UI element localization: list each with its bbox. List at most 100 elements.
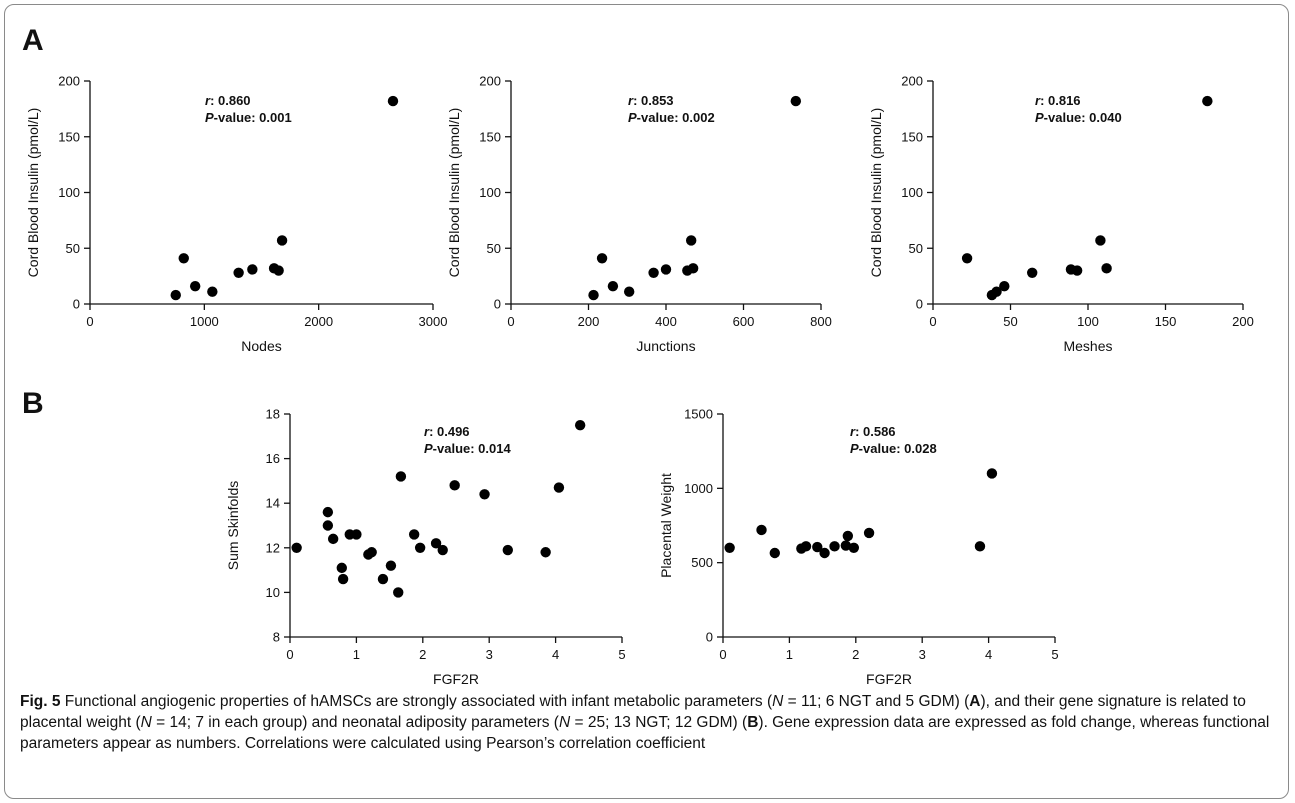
- data-point: [607, 280, 619, 292]
- y-tick-label: 50: [909, 241, 923, 256]
- data-point: [291, 542, 302, 553]
- data-point: [387, 95, 399, 107]
- data-point: [170, 289, 181, 301]
- y-tick-label: 100: [58, 185, 80, 200]
- panel-a-label: A: [22, 24, 44, 57]
- data-point: [408, 529, 420, 540]
- y-tick-label: 50: [487, 241, 501, 256]
- data-point: [385, 560, 397, 571]
- data-point: [648, 267, 659, 278]
- data-point: [247, 264, 258, 275]
- caption-text-1: Functional angiogenic properties of hAMS…: [60, 693, 773, 710]
- x-axis-label: FGF2R: [866, 671, 912, 687]
- data-point: [574, 419, 586, 431]
- data-point: [840, 540, 852, 551]
- y-tick-label: 500: [691, 555, 713, 570]
- data-point: [848, 542, 860, 553]
- x-tick-label: 200: [578, 314, 600, 329]
- caption-panel-a: A: [969, 693, 981, 710]
- caption-fig-label: Fig. 5: [20, 693, 61, 710]
- x-tick-label: 1: [786, 647, 793, 662]
- data-point: [178, 253, 189, 264]
- p-value: P-value: 0.028: [850, 441, 937, 456]
- data-point: [553, 482, 565, 493]
- x-tick-label: 3: [919, 647, 926, 662]
- data-point: [999, 280, 1010, 292]
- data-point: [449, 480, 460, 491]
- data-point: [790, 95, 802, 107]
- x-tick-label: 5: [1051, 647, 1058, 662]
- y-axis-label: Placental Weight: [658, 473, 674, 578]
- y-tick-label: 14: [266, 496, 280, 511]
- caption-panel-b: B: [747, 714, 759, 731]
- y-tick-label: 12: [266, 540, 280, 555]
- y-tick-label: 0: [73, 297, 80, 312]
- caption-text-3: ). Gene expression data are expressed as…: [20, 714, 1270, 752]
- data-point: [336, 562, 347, 574]
- data-point: [687, 263, 699, 274]
- x-tick-label: 0: [507, 314, 514, 329]
- data-point: [540, 547, 551, 558]
- x-tick-label: 150: [1155, 314, 1177, 329]
- caption-n1-var: N: [772, 693, 784, 710]
- correlation-r: r: 0.860: [205, 93, 251, 108]
- y-axis-label: Cord Blood Insulin (pmol/L): [446, 108, 462, 278]
- y-tick-label: 10: [266, 585, 280, 600]
- x-tick-label: 0: [719, 647, 726, 662]
- correlation-r: r: 0.496: [424, 424, 470, 439]
- data-point: [660, 264, 672, 275]
- caption-n2-var: N: [140, 714, 152, 731]
- data-point: [322, 506, 334, 518]
- y-tick-label: 50: [66, 241, 80, 256]
- x-tick-label: 800: [810, 314, 832, 329]
- y-tick-label: 1000: [684, 481, 713, 496]
- x-tick-label: 3000: [419, 314, 448, 329]
- data-point: [430, 538, 442, 549]
- data-point: [395, 471, 407, 482]
- p-value: P-value: 0.001: [205, 110, 292, 125]
- data-point: [393, 587, 404, 598]
- scatter-plot-5: 0 1 2 3 4 5 0 500 1000 1500 FGF2R Placental Weight r…: [658, 407, 1059, 688]
- data-point: [1202, 95, 1213, 107]
- y-tick-label: 18: [266, 407, 280, 422]
- scatter-plot-1: 0 1000 2000 3000 0 50 100 150 200 Nodes Cord Blood…: [25, 74, 447, 355]
- figure-caption: Fig. 5 Functional angiogenic properties …: [20, 691, 1270, 754]
- x-tick-label: 2: [419, 647, 426, 662]
- p-value: P-value: 0.014: [424, 441, 511, 456]
- x-tick-label: 0: [286, 647, 293, 662]
- y-tick-label: 100: [901, 185, 923, 200]
- x-tick-label: 3: [486, 647, 493, 662]
- data-point: [842, 530, 854, 542]
- data-point: [756, 524, 767, 536]
- data-point: [769, 547, 780, 559]
- data-point: [377, 573, 389, 585]
- figure-frame: [4, 4, 1289, 799]
- data-point: [351, 529, 362, 540]
- data-point: [189, 280, 201, 292]
- caption-n3-var: N: [558, 714, 571, 731]
- correlation-r: r: 0.853: [628, 93, 674, 108]
- y-tick-label: 0: [916, 297, 923, 312]
- data-point: [322, 520, 334, 531]
- x-tick-label: 2: [852, 647, 859, 662]
- scatter-plot-3: 0 50 100 150 200 0 50 100 150 200 Meshes Cord Blood…: [868, 74, 1254, 355]
- x-axis-label: Nodes: [241, 338, 281, 354]
- data-point: [685, 235, 697, 246]
- data-point: [366, 547, 377, 558]
- caption-n3-rest: = 25; 13 NGT; 12 GDM) (: [570, 714, 748, 731]
- y-tick-label: 200: [58, 74, 80, 89]
- data-point: [479, 489, 490, 500]
- data-point: [961, 253, 973, 264]
- x-tick-label: 200: [1232, 314, 1254, 329]
- data-point: [724, 542, 735, 553]
- data-point: [233, 267, 244, 278]
- y-tick-label: 200: [901, 74, 923, 89]
- y-axis-label: Cord Blood Insulin (pmol/L): [868, 108, 884, 278]
- x-tick-label: 0: [929, 314, 936, 329]
- x-tick-label: 1: [353, 647, 360, 662]
- x-tick-label: 1000: [190, 314, 219, 329]
- caption-text-2: ), and their gene signature is related t…: [20, 693, 1246, 731]
- data-point: [974, 541, 986, 552]
- data-point: [414, 542, 426, 553]
